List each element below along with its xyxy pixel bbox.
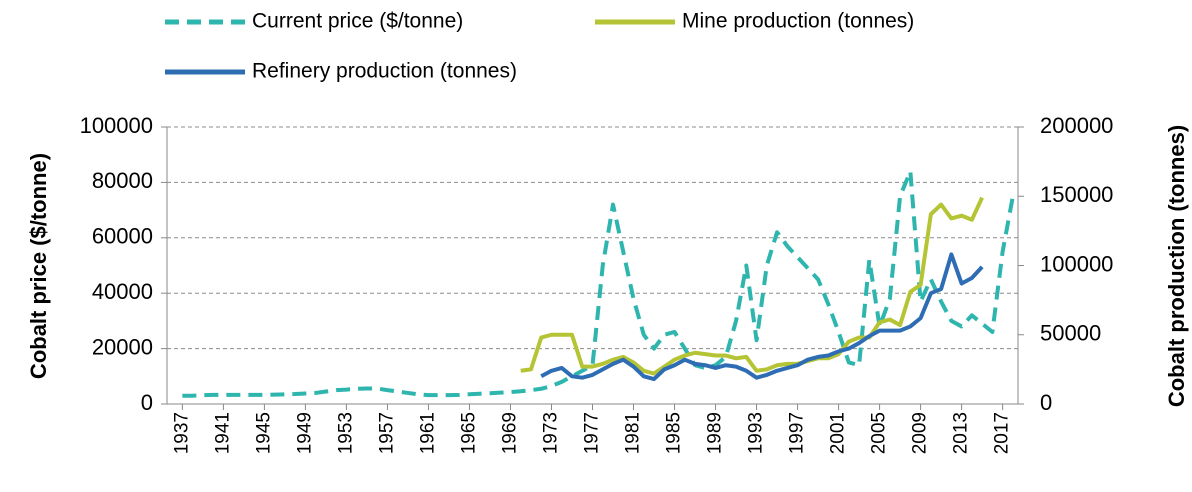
x-tick-label: 2009: [910, 412, 931, 454]
y-tick-label: 80000: [92, 168, 153, 193]
legend-label: Current price ($/tonne): [252, 10, 463, 33]
x-tick-label: 1953: [335, 412, 356, 454]
y2-tick-label: 100000: [1040, 251, 1113, 276]
x-tick-label: 1941: [212, 412, 233, 454]
x-tick-label: 1961: [417, 412, 438, 454]
y2-tick-label: 200000: [1040, 113, 1113, 138]
x-tick-label: 1989: [705, 412, 726, 454]
x-tick-label: 1977: [582, 412, 603, 454]
x-tick-label: 1981: [623, 412, 644, 454]
legend-label: Mine production (tonnes): [682, 10, 914, 33]
y-tick-label: 100000: [80, 113, 153, 138]
y2-tick-label: 150000: [1040, 182, 1113, 207]
y2-tick-label: 0: [1040, 390, 1052, 415]
y-tick-label: 20000: [92, 334, 153, 359]
y2-axis-title: Cobalt production (tonnes): [1164, 125, 1189, 407]
x-tick-label: 1945: [253, 412, 274, 454]
y-tick-label: 40000: [92, 279, 153, 304]
series-line: [540, 252, 984, 382]
x-tick-label: 2017: [992, 412, 1013, 454]
x-tick-label: 1957: [376, 412, 397, 454]
x-tick-label: 1985: [664, 412, 685, 454]
x-tick-label: 1965: [458, 412, 479, 454]
x-tick-label: 1997: [787, 412, 808, 454]
series-line: [520, 196, 984, 376]
x-tick-label: 1969: [499, 412, 520, 454]
x-tick-label: 2001: [828, 412, 849, 454]
x-tick-label: 2013: [951, 412, 972, 454]
y-axis-title: Cobalt price ($/tonne): [26, 153, 51, 379]
x-tick-label: 1973: [541, 412, 562, 454]
y-tick-label: 60000: [92, 224, 153, 249]
x-tick-label: 1993: [746, 412, 767, 454]
y-tick-label: 0: [141, 390, 153, 415]
x-tick-label: 1937: [171, 412, 192, 454]
x-tick-label: 1949: [294, 412, 315, 454]
x-tick-label: 2005: [869, 412, 890, 454]
series-line: [182, 169, 1015, 398]
legend-label: Refinery production (tonnes): [252, 60, 517, 83]
y2-tick-label: 50000: [1040, 321, 1101, 346]
